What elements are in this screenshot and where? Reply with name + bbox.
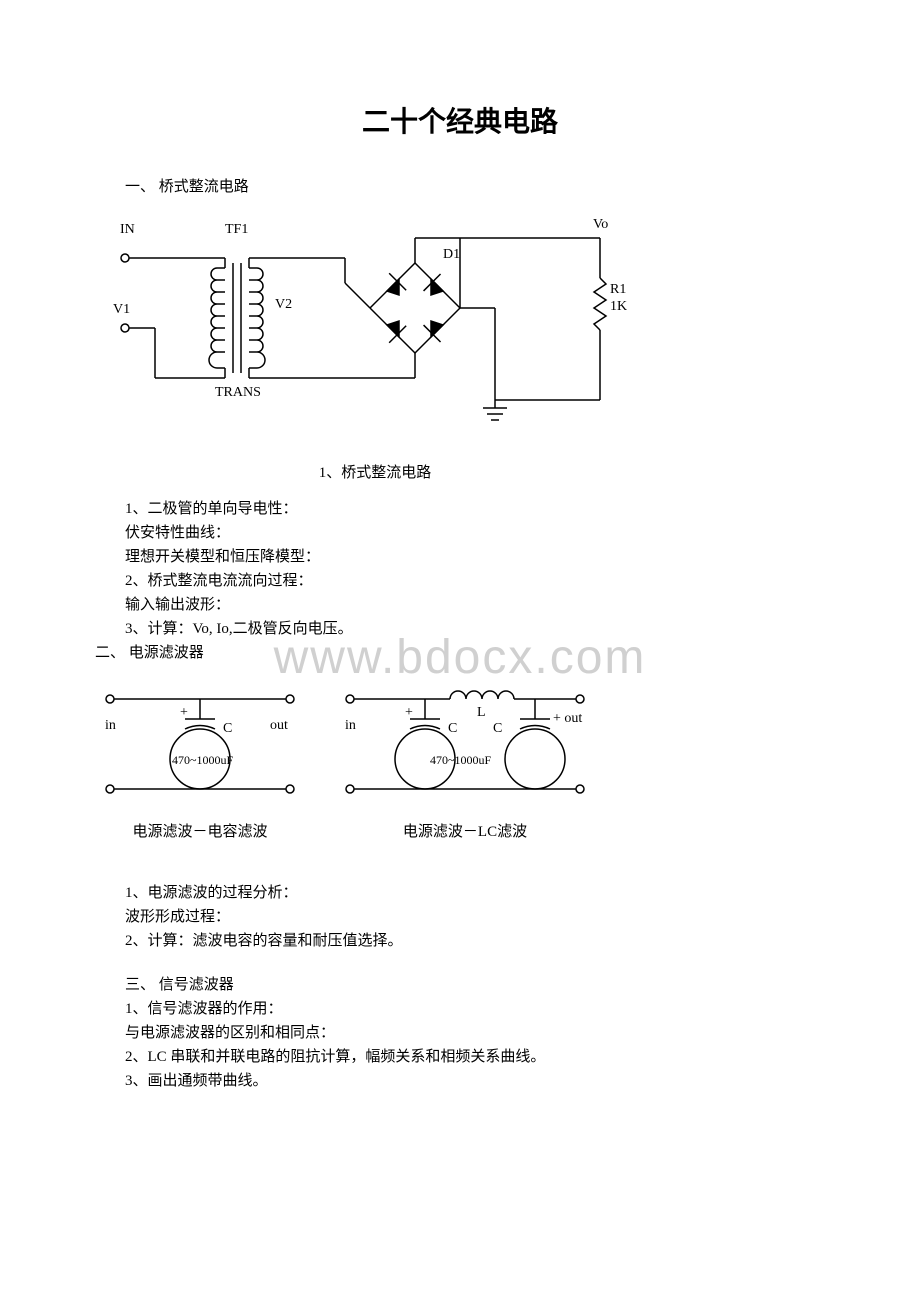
- document-content: 二十个经典电路 一、 桥式整流电路: [95, 100, 825, 1093]
- c-filter-out: out: [270, 718, 288, 733]
- s1-line-4: 输入输出波形：: [95, 593, 825, 617]
- s3-line-1: 与电源滤波器的区别和相同点：: [95, 1021, 825, 1045]
- c-filter-in: in: [105, 718, 116, 733]
- c-filter-plus: +: [180, 705, 188, 720]
- lc-filter-C2: C: [493, 721, 502, 736]
- label-Vo: Vo: [593, 217, 608, 232]
- label-IN: IN: [120, 222, 135, 237]
- page-title: 二十个经典电路: [95, 100, 825, 140]
- c-filter-val: 470~1000uF: [172, 753, 233, 767]
- s2-line-2: 2、计算：滤波电容的容量和耐压值选择。: [95, 929, 825, 953]
- label-V2: V2: [275, 297, 292, 312]
- label-R1val: 1K: [610, 299, 627, 314]
- label-V1: V1: [113, 302, 130, 317]
- c-filter-svg: in out + C 470~1000uF: [95, 674, 305, 814]
- lc-filter-out: + out: [553, 711, 582, 726]
- s3-line-3: 3、画出通频带曲线。: [95, 1069, 825, 1093]
- bridge-rectifier-diagram: IN TF1 Vo V1 V2 D1 R1 1K TRANS 1、桥式整流电路: [95, 208, 825, 482]
- label-D1: D1: [443, 247, 460, 262]
- section1-heading: 一、 桥式整流电路: [95, 175, 825, 196]
- lc-filter-L: L: [477, 705, 486, 720]
- lc-filter-C1: C: [448, 721, 457, 736]
- section2-heading: 二、 电源滤波器: [95, 641, 825, 662]
- s1-line-1: 伏安特性曲线：: [95, 521, 825, 545]
- c-filter-caption: 电源滤波－电容滤波: [132, 820, 267, 841]
- lc-filter-val: 470~1000uF: [430, 753, 491, 767]
- label-TF1: TF1: [225, 222, 248, 237]
- s2-line-1: 波形形成过程：: [95, 905, 825, 929]
- s3-line-0: 1、信号滤波器的作用：: [95, 997, 825, 1021]
- s1-line-2: 理想开关模型和恒压降模型：: [95, 545, 825, 569]
- lc-filter-svg: in + out L + C C 470~1000uF: [335, 674, 595, 814]
- lc-filter-caption: 电源滤波－LC滤波: [403, 820, 527, 841]
- lc-filter-in: in: [345, 718, 356, 733]
- s1-line-3: 2、桥式整流电流流向过程：: [95, 569, 825, 593]
- lc-filter-plus1: +: [405, 705, 413, 720]
- section3-heading: 三、 信号滤波器: [95, 973, 825, 997]
- s3-line-2: 2、LC 串联和并联电路的阻抗计算，幅频关系和相频关系曲线。: [95, 1045, 825, 1069]
- bridge-rectifier-svg: IN TF1 Vo V1 V2 D1 R1 1K TRANS: [95, 208, 655, 448]
- s1-line-5: 3、计算：Vo, Io,二极管反向电压。: [95, 617, 825, 641]
- filter-diagrams-row: in out + C 470~1000uF 电源滤波－电容滤波: [95, 674, 825, 841]
- c-filter-C: C: [223, 721, 232, 736]
- s1-line-0: 1、二极管的单向导电性：: [95, 497, 825, 521]
- c-filter-diagram: in out + C 470~1000uF 电源滤波－电容滤波: [95, 674, 305, 841]
- s2-line-0: 1、电源滤波的过程分析：: [95, 881, 825, 905]
- lc-filter-diagram: in + out L + C C 470~1000uF 电源滤波－LC滤波: [335, 674, 595, 841]
- label-TRANS: TRANS: [215, 385, 261, 400]
- label-R1: R1: [610, 282, 626, 297]
- bridge-rectifier-caption: 1、桥式整流电路: [95, 461, 655, 482]
